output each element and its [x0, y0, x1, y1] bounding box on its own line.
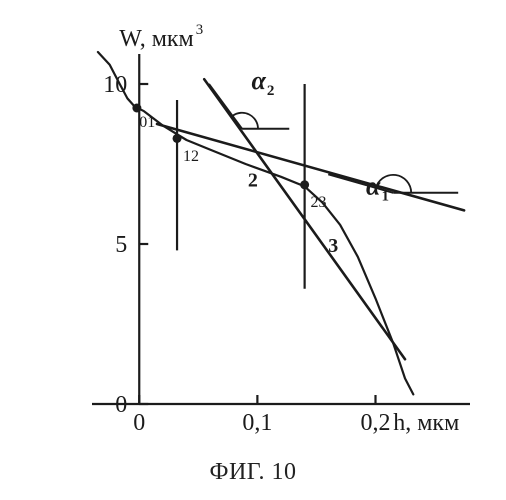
annotation-lbl_2: 2 [248, 169, 258, 191]
label-alpha2: α2 [251, 66, 274, 99]
x-tick-label: 0,2 [361, 410, 391, 436]
annotation-lbl_23: 23 [311, 194, 327, 211]
y-tick-label: 0 [115, 392, 127, 418]
figure-caption: ФИГ. 10 [0, 459, 506, 486]
x-axis-label: h, мкм [393, 410, 459, 436]
annotation-lbl_12: 12 [183, 148, 199, 165]
angle-slope-1 [209, 84, 242, 129]
x-tick-label: 0 [133, 410, 145, 436]
y-axis-label: W, мкм3 [119, 22, 203, 52]
chart-svg: 00,10,20510W, мкм3h, мкм01122323α2α1 [0, 0, 506, 446]
label-alpha1-base: α [366, 171, 381, 200]
annotation-lbl_01: 01 [139, 114, 155, 131]
x-tick-label: 0,1 [242, 410, 272, 436]
label-alpha2-sub: 2 [267, 83, 275, 99]
label-alpha1-sub: 1 [381, 188, 389, 204]
data-point-2 [173, 134, 182, 143]
data-curve [98, 52, 413, 394]
data-point-3 [300, 180, 309, 189]
data-point-1 [132, 104, 141, 113]
annotation-lbl_3: 3 [328, 235, 338, 257]
figure-10: 00,10,20510W, мкм3h, мкм01122323α2α1 ФИГ… [0, 0, 506, 500]
y-axis-label-text: W, мкм [119, 26, 193, 52]
y-tick-label: 5 [115, 232, 127, 258]
y-axis-label-sup: 3 [196, 22, 203, 38]
label-alpha2-base: α [251, 66, 266, 95]
